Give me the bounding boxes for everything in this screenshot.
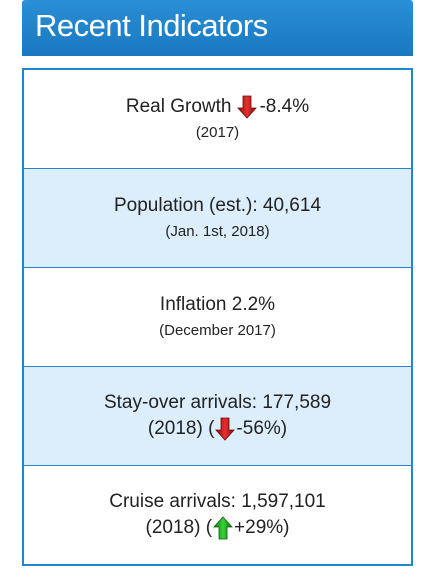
up-arrow-icon bbox=[213, 516, 233, 540]
population-label: Population (est.): 40,614 bbox=[113, 194, 322, 216]
indicator-inflation: Inflation 2.2% (December 2017) bbox=[24, 268, 411, 367]
indicator-cruise-arrivals: Cruise arrivals: 1,597,101 (2018) ( bbox=[24, 466, 411, 564]
cruise-period: (2018) ( bbox=[145, 517, 213, 538]
population-period: (Jan. 1st, 2018) bbox=[165, 222, 270, 240]
indicators-panel: Real Growth -8.4% bbox=[22, 68, 413, 566]
down-arrow-icon bbox=[237, 95, 258, 119]
down-arrow-icon bbox=[215, 417, 236, 441]
widget-header: Recent Indicators bbox=[22, 0, 413, 56]
indicator-real-growth: Real Growth -8.4% bbox=[24, 70, 411, 169]
cruise-label: Cruise arrivals: 1,597,101 bbox=[109, 491, 326, 512]
inflation-period: (December 2017) bbox=[159, 321, 276, 339]
recent-indicators-widget: Recent Indicators Real Growth bbox=[22, 0, 413, 566]
widget-title: Recent Indicators bbox=[35, 7, 268, 43]
real-growth-value: -8.4% bbox=[259, 95, 310, 117]
stay-over-label: Stay-over arrivals: 177,589 bbox=[103, 392, 332, 413]
stay-over-period: (2018) ( bbox=[147, 418, 215, 439]
stay-over-change: -56%) bbox=[236, 418, 288, 439]
indicator-stay-over-arrivals: Stay-over arrivals: 177,589 (2018) ( bbox=[24, 367, 411, 466]
inflation-label: Inflation 2.2% bbox=[159, 293, 276, 315]
real-growth-label: Real Growth bbox=[125, 95, 232, 117]
real-growth-period: (2017) bbox=[195, 123, 240, 141]
cruise-change: +29%) bbox=[234, 517, 290, 538]
indicator-population: Population (est.): 40,614 (Jan. 1st, 201… bbox=[24, 169, 411, 268]
